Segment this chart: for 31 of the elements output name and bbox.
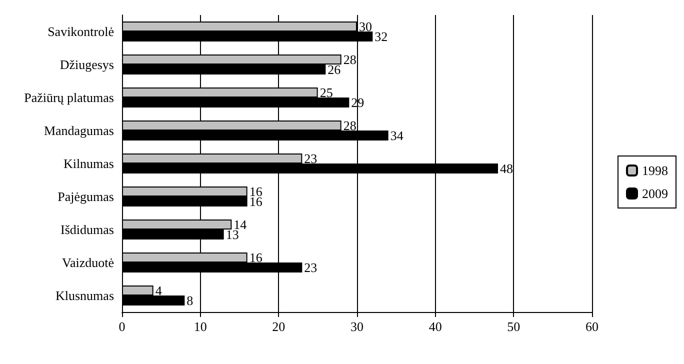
- y-tick-label: Vaizduotė: [62, 255, 114, 270]
- x-tick-label: 0: [118, 319, 126, 334]
- x-tick-label: 20: [272, 319, 286, 334]
- data-label: 32: [374, 29, 388, 44]
- x-tick-label: 30: [350, 319, 364, 334]
- legend-label: 2009: [642, 186, 668, 201]
- data-label: 34: [390, 128, 404, 143]
- y-tick-label: Mandagumas: [44, 123, 114, 138]
- data-label: 30: [359, 19, 372, 34]
- y-tick-label: Išdidumas: [60, 222, 114, 237]
- data-label: 48: [500, 161, 513, 176]
- y-tick-label: Pažiūrų platumas: [24, 90, 114, 105]
- y-tick-label: Pajėgumas: [58, 189, 114, 204]
- data-label: 25: [320, 85, 333, 100]
- y-tick-label: Klusnumas: [56, 288, 114, 303]
- data-label: 8: [186, 293, 194, 308]
- x-tick-label: 50: [507, 319, 520, 334]
- x-tick-label: 10: [194, 319, 207, 334]
- data-label: 28: [343, 52, 356, 67]
- data-label: 23: [304, 151, 318, 166]
- x-tick-label: 40: [428, 319, 442, 334]
- y-tick-label: Kilnumas: [63, 156, 114, 171]
- data-label: 28: [343, 118, 356, 133]
- data-label: 4: [155, 283, 162, 298]
- y-tick-label: Džiugesys: [60, 57, 114, 72]
- legend-label: 1998: [642, 163, 668, 178]
- data-label: 16: [249, 250, 263, 265]
- x-tick-label: 60: [586, 319, 598, 334]
- y-tick-label: Savikontrolė: [48, 24, 114, 39]
- data-label: 26: [328, 62, 342, 77]
- data-label: 23: [304, 260, 318, 275]
